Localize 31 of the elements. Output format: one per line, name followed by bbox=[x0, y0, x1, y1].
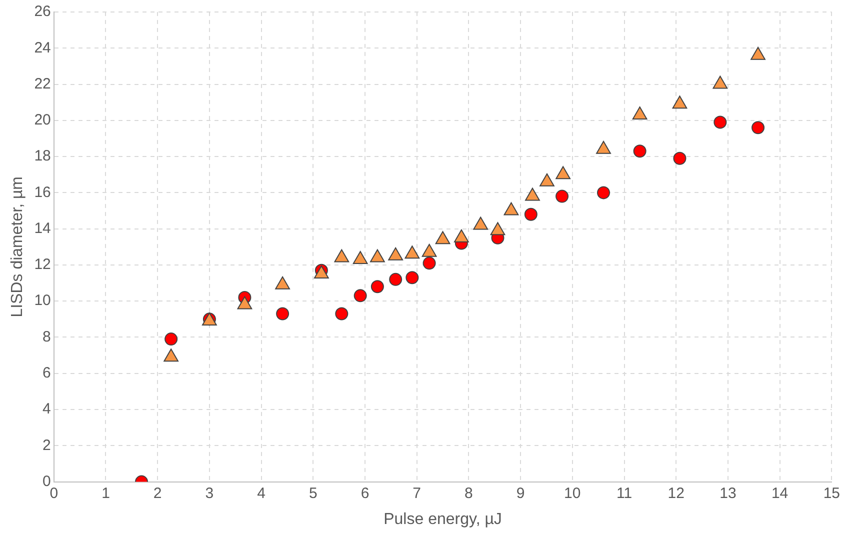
x-tick-label: 3 bbox=[205, 484, 214, 502]
y-tick-label: 8 bbox=[42, 328, 51, 346]
y-tick-label: 6 bbox=[42, 364, 51, 382]
x-tick-label: 15 bbox=[823, 484, 840, 502]
y-tick-label: 12 bbox=[34, 256, 51, 274]
x-tick-label: 7 bbox=[412, 484, 422, 502]
x-tick-label: 1 bbox=[102, 484, 110, 502]
y-tick-label: 2 bbox=[42, 436, 51, 454]
x-tick-label: 14 bbox=[771, 484, 788, 502]
y-tick-label: 24 bbox=[34, 39, 51, 56]
x-tick-label: 11 bbox=[616, 484, 632, 502]
x-tick-label: 13 bbox=[720, 484, 736, 502]
x-tick-label: 2 bbox=[153, 484, 162, 502]
y-tick-label: 18 bbox=[34, 148, 51, 165]
x-axis-title: Pulse energy, µJ bbox=[384, 510, 502, 528]
x-tick-label: 12 bbox=[668, 484, 684, 502]
x-tick-label: 8 bbox=[464, 484, 473, 502]
x-tick-label: 5 bbox=[308, 484, 318, 502]
x-tick-label: 10 bbox=[564, 484, 581, 502]
y-tick-label: 16 bbox=[34, 184, 51, 201]
y-tick-label: 4 bbox=[42, 400, 51, 418]
x-tick-label: 4 bbox=[257, 484, 266, 502]
x-tick-label: 9 bbox=[516, 484, 525, 502]
y-axis-title: LISDs diameter, µm bbox=[9, 176, 26, 318]
y-tick-label: 0 bbox=[42, 472, 51, 490]
y-tick-label: 10 bbox=[34, 292, 51, 310]
y-tick-label: 20 bbox=[34, 112, 51, 129]
x-tick-label: 6 bbox=[360, 484, 370, 502]
y-tick-label: 22 bbox=[34, 75, 51, 92]
y-tick-label: 14 bbox=[34, 220, 51, 237]
y-tick-label: 26 bbox=[34, 3, 51, 20]
